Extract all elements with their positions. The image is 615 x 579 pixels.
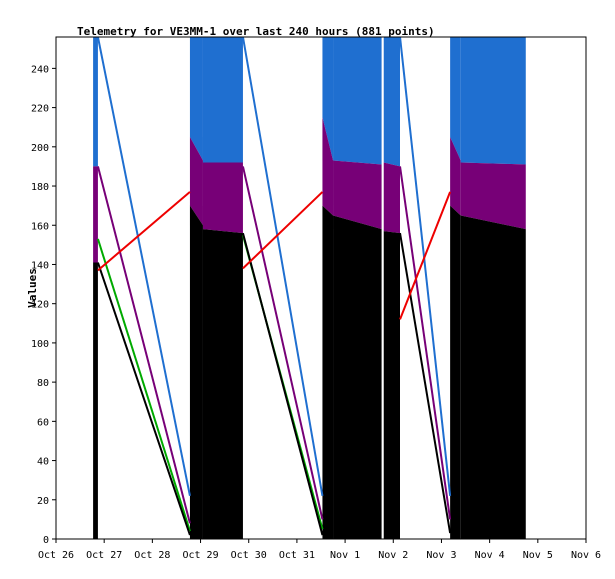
x-tick-label: Nov 1	[330, 550, 360, 561]
y-tick-label: 60	[37, 417, 49, 428]
x-tick-label: Nov 4	[475, 550, 505, 561]
green-series-line-2	[96, 238, 191, 532]
y-tick-label: 220	[31, 104, 49, 115]
purple-series-area-1	[189, 137, 203, 226]
red-series-line-13	[399, 191, 452, 320]
black-series-area-2	[202, 229, 243, 539]
red-series-line-4	[97, 191, 191, 272]
y-tick-label: 0	[43, 535, 49, 546]
black-series-line-8	[241, 232, 324, 536]
y-tick-label: 140	[31, 260, 49, 271]
blue-series-area-7	[460, 37, 526, 165]
blue-series-line-0	[96, 36, 191, 497]
y-tick-label: 180	[31, 182, 49, 193]
data-gap-1	[400, 37, 404, 539]
x-tick-label: Oct 27	[86, 550, 122, 561]
y-tick-label: 20	[37, 496, 49, 507]
x-tick-label: Oct 30	[231, 550, 267, 561]
purple-series-area-6	[450, 137, 461, 216]
black-series-area-6	[450, 205, 461, 539]
x-tick-label: Nov 3	[426, 550, 456, 561]
x-tick-label: Nov 6	[571, 550, 601, 561]
blue-series-area-0	[93, 37, 98, 167]
blue-series-area-6	[450, 37, 461, 161]
purple-series-area-2	[202, 162, 243, 234]
y-tick-label: 200	[31, 143, 49, 154]
blue-series-area-4	[333, 37, 382, 165]
purple-series-area-4	[333, 160, 382, 230]
black-series-area-7	[460, 215, 526, 539]
plot-frame	[55, 36, 587, 540]
black-series-area-5	[383, 231, 401, 539]
axes: 0 20 40 60 80 100 120 140 160 180 200 220 240 Oct 26 O…	[31, 36, 601, 561]
blue-series-area-5	[383, 37, 401, 167]
y-axis-label: Values	[26, 268, 39, 308]
purple-series-area-5	[383, 162, 401, 234]
black-series-area-3	[322, 205, 334, 539]
plot-area	[93, 36, 526, 539]
x-tick-label: Oct 28	[134, 550, 170, 561]
blue-series-area-3	[322, 37, 334, 161]
purple-series-line-1	[96, 166, 191, 524]
y-tick-label: 240	[31, 64, 49, 75]
blue-series-line-5	[241, 36, 324, 497]
x-tick-label: Oct 29	[182, 550, 218, 561]
y-tick-label: 40	[37, 457, 49, 468]
x-tick-label: Oct 26	[38, 550, 74, 561]
black-series-line-12	[399, 232, 452, 534]
purple-series-area-3	[322, 117, 334, 216]
x-tick-label: Oct 31	[279, 550, 315, 561]
y-tick-label: 80	[37, 378, 49, 389]
purple-series-line-6	[241, 166, 324, 520]
purple-series-area-0	[93, 166, 98, 263]
blue-series-line-10	[399, 36, 452, 496]
y-tick-label: 100	[31, 339, 49, 350]
y-tick-label: 120	[31, 300, 49, 311]
blue-series-area-2	[202, 37, 243, 163]
black-series-area-4	[333, 215, 382, 539]
x-tick-label: Nov 2	[378, 550, 408, 561]
black-series-line-3	[96, 262, 191, 536]
black-series-area-0	[93, 262, 98, 539]
purple-series-area-7	[460, 162, 526, 230]
red-series-line-9	[242, 191, 324, 270]
blue-series-area-1	[189, 37, 203, 161]
y-tick-label: 160	[31, 221, 49, 232]
black-series-area-1	[189, 205, 203, 539]
purple-series-line-11	[399, 166, 452, 520]
x-tick-label: Nov 5	[523, 550, 553, 561]
chart-title: Telemetry for VE3MM-1 over last 240 hour…	[77, 25, 435, 38]
data-gap-0	[381, 37, 384, 539]
